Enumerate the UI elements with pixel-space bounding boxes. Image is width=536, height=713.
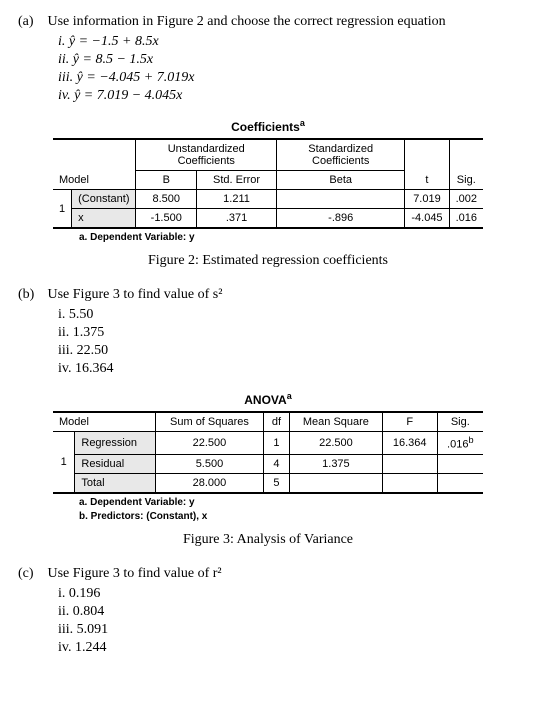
acell-res-F — [382, 454, 437, 473]
acol-SS: Sum of Squares — [156, 412, 264, 432]
cell-const-SE: 1.211 — [197, 190, 277, 209]
cell-x-name: x — [72, 209, 136, 229]
acol-MS: Mean Square — [289, 412, 382, 432]
opt-c-ii: ii. 0.804 — [58, 604, 518, 620]
anova-table: Model Sum of Squares df Mean Square F Si… — [53, 411, 483, 494]
acell-tot-df: 5 — [263, 473, 289, 493]
acol-F: F — [382, 412, 437, 432]
coef-footnote-a: a. Dependent Variable: y — [79, 232, 483, 243]
acol-model: Model — [53, 412, 156, 432]
col-SE: Std. Error — [197, 171, 277, 190]
acol-Sig: Sig. — [437, 412, 483, 432]
cell-model: 1 — [53, 190, 72, 229]
coefficients-table: Model Unstandardized Coefficients Standa… — [53, 138, 483, 229]
coef-title-sup: a — [300, 118, 305, 128]
acell-tot-F — [382, 473, 437, 493]
coefficients-title: Coefficientsa — [53, 118, 483, 134]
part-b-options: i. 5.50 ii. 1.375 iii. 22.50 iv. 16.364 — [58, 307, 518, 377]
acell-tot-SS: 28.000 — [156, 473, 264, 493]
coefficients-table-wrap: Coefficientsa Model Unstandardized Coeff… — [53, 118, 483, 243]
cell-const-name: (Constant) — [72, 190, 136, 209]
part-a-label: (a) — [18, 14, 44, 30]
cell-const-Sig: .002 — [449, 190, 483, 209]
acell-res-df: 4 — [263, 454, 289, 473]
opt-a-ii: ii. ŷ = 8.5 − 1.5x — [58, 52, 518, 68]
opt-a-iv: iv. ŷ = 7.019 − 4.045x — [58, 88, 518, 104]
coef-title-text: Coefficients — [231, 120, 300, 134]
opt-c-i: i. 0.196 — [58, 586, 518, 602]
acell-reg-Sig-val: .016 — [447, 439, 468, 451]
opt-a-i: i. ŷ = −1.5 + 8.5x — [58, 34, 518, 50]
cell-x-Beta: -.896 — [277, 209, 405, 229]
acell-reg-Sig: .016b — [437, 432, 483, 455]
acell-res-MS: 1.375 — [289, 454, 382, 473]
opt-b-i: i. 5.50 — [58, 307, 518, 323]
part-c-line: (c) Use Figure 3 to find value of r² — [18, 566, 518, 582]
opt-b-iii: iii. 22.50 — [58, 343, 518, 359]
acell-tot-Sig — [437, 473, 483, 493]
col-sig: Sig. — [449, 139, 483, 190]
col-t: t — [405, 139, 449, 190]
acell-res-Sig — [437, 454, 483, 473]
part-b-prompt: Use Figure 3 to find value of s² — [48, 287, 223, 302]
opt-c-iv: iv. 1.244 — [58, 640, 518, 656]
col-B: B — [136, 171, 197, 190]
col-unstd: Unstandardized Coefficients — [136, 139, 277, 171]
opt-c-iii: iii. 5.091 — [58, 622, 518, 638]
acell-res-SS: 5.500 — [156, 454, 264, 473]
cell-x-t: -4.045 — [405, 209, 449, 229]
part-b-label: (b) — [18, 287, 44, 303]
acell-tot-MS — [289, 473, 382, 493]
cell-const-B: 8.500 — [136, 190, 197, 209]
acell-reg-MS: 22.500 — [289, 432, 382, 455]
acell-reg-Sig-sup: b — [468, 435, 473, 445]
acell-res-name: Residual — [75, 454, 156, 473]
anova-footnote-b: b. Predictors: (Constant), x — [79, 511, 483, 522]
cell-x-Sig: .016 — [449, 209, 483, 229]
figure3-caption: Figure 3: Analysis of Variance — [18, 532, 518, 548]
col-model: Model — [53, 139, 136, 190]
opt-b-iv: iv. 16.364 — [58, 361, 518, 377]
anova-title-text: ANOVA — [244, 393, 286, 407]
part-c-prompt: Use Figure 3 to find value of r² — [48, 566, 222, 581]
acol-df: df — [263, 412, 289, 432]
cell-x-SE: .371 — [197, 209, 277, 229]
acell-reg-name: Regression — [75, 432, 156, 455]
acell-model: 1 — [53, 432, 75, 493]
cell-x-B: -1.500 — [136, 209, 197, 229]
anova-table-wrap: ANOVAa Model Sum of Squares df Mean Squa… — [53, 391, 483, 522]
acell-tot-name: Total — [75, 473, 156, 493]
figure2-caption: Figure 2: Estimated regression coefficie… — [18, 253, 518, 269]
part-b-line: (b) Use Figure 3 to find value of s² — [18, 287, 518, 303]
col-std: Standardized Coefficients — [277, 139, 405, 171]
acell-reg-F: 16.364 — [382, 432, 437, 455]
part-c-options: i. 0.196 ii. 0.804 iii. 5.091 iv. 1.244 — [58, 586, 518, 656]
acell-reg-df: 1 — [263, 432, 289, 455]
opt-a-iii: iii. ŷ = −4.045 + 7.019x — [58, 70, 518, 86]
part-c-label: (c) — [18, 566, 44, 582]
acell-reg-SS: 22.500 — [156, 432, 264, 455]
part-a-options: i. ŷ = −1.5 + 8.5x ii. ŷ = 8.5 − 1.5x ii… — [58, 34, 518, 104]
cell-const-t: 7.019 — [405, 190, 449, 209]
anova-footnote-a: a. Dependent Variable: y — [79, 497, 483, 508]
opt-b-ii: ii. 1.375 — [58, 325, 518, 341]
cell-const-Beta — [277, 190, 405, 209]
anova-title: ANOVAa — [53, 391, 483, 407]
anova-title-sup: a — [287, 391, 292, 401]
col-Beta: Beta — [277, 171, 405, 190]
part-a-prompt: Use information in Figure 2 and choose t… — [48, 14, 446, 29]
part-a-line: (a) Use information in Figure 2 and choo… — [18, 14, 518, 30]
